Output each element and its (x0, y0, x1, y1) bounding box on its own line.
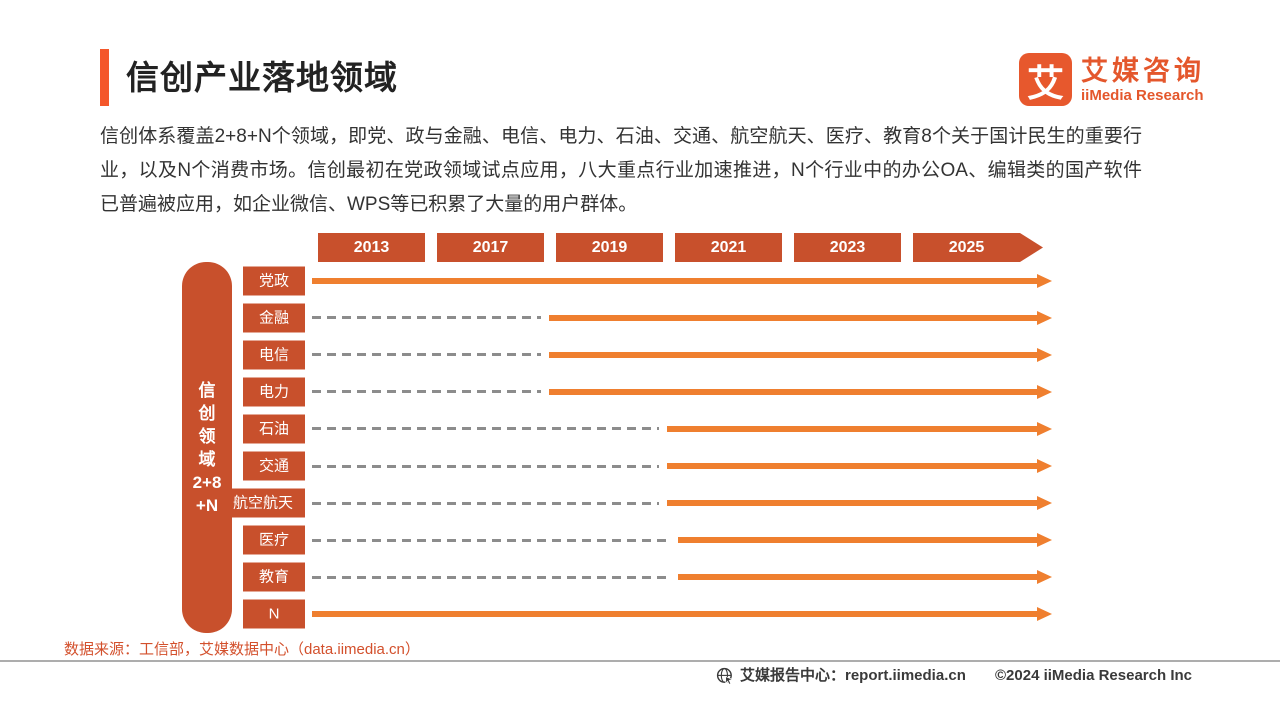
row-label-cell: 教育 (238, 559, 312, 596)
pre-rollout-dashed-line (312, 353, 541, 357)
timeline-track (312, 485, 1052, 522)
row-label-cell: 医疗 (238, 522, 312, 559)
chart-row: 党政 (238, 262, 1052, 299)
chart-row: 电力 (238, 373, 1052, 410)
pre-rollout-dashed-line (312, 390, 541, 394)
chart-row: 石油 (238, 410, 1052, 447)
industry-label: 医疗 (243, 525, 305, 555)
logo-text: 艾媒咨询 iiMedia Research (1081, 56, 1205, 104)
rollout-arrow (678, 537, 1038, 544)
timeline-track (312, 596, 1052, 633)
rollout-arrow (548, 314, 1038, 321)
year-tick: 2021 (675, 233, 782, 262)
rollout-arrow (548, 388, 1038, 395)
industry-label: 电信 (243, 340, 305, 370)
iimedia-logo: 艾 艾媒咨询 iiMedia Research (1019, 53, 1205, 106)
chart-row: N (238, 596, 1052, 633)
timeline-track (312, 410, 1052, 447)
rollout-arrow (312, 611, 1038, 618)
chart-axis-label: 信 创 领 域 2+8 +N (192, 380, 222, 515)
logo-mark-glyph: 艾 (1027, 62, 1064, 104)
row-label-cell: 电信 (238, 336, 312, 373)
copyright-line: ©2024 iiMedia Research Inc (995, 667, 1192, 684)
timeline-track (312, 299, 1052, 336)
rollout-arrow (667, 463, 1038, 470)
timeline-track (312, 522, 1052, 559)
industry-label: 教育 (243, 562, 305, 592)
pre-rollout-dashed-line (312, 575, 671, 579)
report-center-text: 艾媒报告中心：report.iimedia.cn (740, 667, 966, 684)
industry-label: 交通 (243, 451, 305, 481)
report-center-line: 艾媒报告中心：report.iimedia.cn (716, 666, 966, 686)
chart-row: 航空航天 (220, 485, 1052, 522)
industry-label: N (243, 599, 305, 629)
rollout-arrow (667, 500, 1038, 507)
industry-label: 航空航天 (220, 488, 305, 518)
pre-rollout-dashed-line (312, 316, 541, 320)
year-tick: 2023 (794, 233, 901, 262)
rollout-arrow (548, 351, 1038, 358)
pre-rollout-dashed-line (312, 501, 660, 505)
industry-label: 金融 (243, 303, 305, 333)
logo-name-cn: 艾媒咨询 (1081, 55, 1205, 86)
industry-label: 党政 (243, 266, 305, 296)
globe-cursor-icon (716, 667, 734, 685)
timeline-track (312, 336, 1052, 373)
rollout-arrow (678, 574, 1038, 581)
chart-rows: 党政金融电信电力石油交通航空航天医疗教育 N (220, 262, 1052, 633)
chart-row: 电信 (238, 336, 1052, 373)
year-tick: 2025 (913, 233, 1043, 262)
industry-label: 电力 (243, 377, 305, 407)
timeline-track (312, 373, 1052, 410)
pre-rollout-dashed-line (312, 427, 660, 431)
rollout-arrow (312, 277, 1038, 284)
pre-rollout-dashed-line (312, 538, 671, 542)
intro-paragraph: 信创体系覆盖2+8+N个领域，即党、政与金融、电信、电力、石油、交通、航空航天、… (100, 126, 1142, 215)
logo-name-en: iiMedia Research (1081, 86, 1204, 104)
year-tick: 2019 (556, 233, 663, 262)
row-label-cell: 金融 (238, 299, 312, 336)
timeline-track (312, 262, 1052, 299)
footer-divider (0, 660, 1280, 662)
pre-rollout-dashed-line (312, 464, 660, 468)
row-label-cell: 党政 (238, 262, 312, 299)
logo-mark-icon: 艾 (1019, 53, 1072, 106)
row-label-cell: 交通 (238, 447, 312, 484)
timeline-year-axis: 2013 2017 2019 2021 2023 2025 (318, 233, 1043, 262)
row-label-cell: N (238, 596, 312, 633)
chart-row: 教育 (238, 559, 1052, 596)
timeline-track (312, 559, 1052, 596)
chart-row: 金融 (238, 299, 1052, 336)
row-label-cell: 电力 (238, 373, 312, 410)
page-title: 信创产业落地领域 (126, 59, 398, 96)
title-accent-bar (100, 49, 109, 106)
row-label-cell: 石油 (238, 410, 312, 447)
timeline-track (312, 447, 1052, 484)
rollout-arrow (667, 425, 1038, 432)
chart-row: 医疗 (238, 522, 1052, 559)
year-tick: 2017 (437, 233, 544, 262)
year-tick: 2013 (318, 233, 425, 262)
chart-axis-label-bar: 信 创 领 域 2+8 +N (182, 262, 232, 633)
chart-row: 交通 (238, 447, 1052, 484)
row-label-cell: 航空航天 (220, 485, 312, 522)
data-source-note: 数据来源：工信部，艾媒数据中心（data.iimedia.cn） (64, 641, 420, 658)
industry-label: 石油 (243, 414, 305, 444)
